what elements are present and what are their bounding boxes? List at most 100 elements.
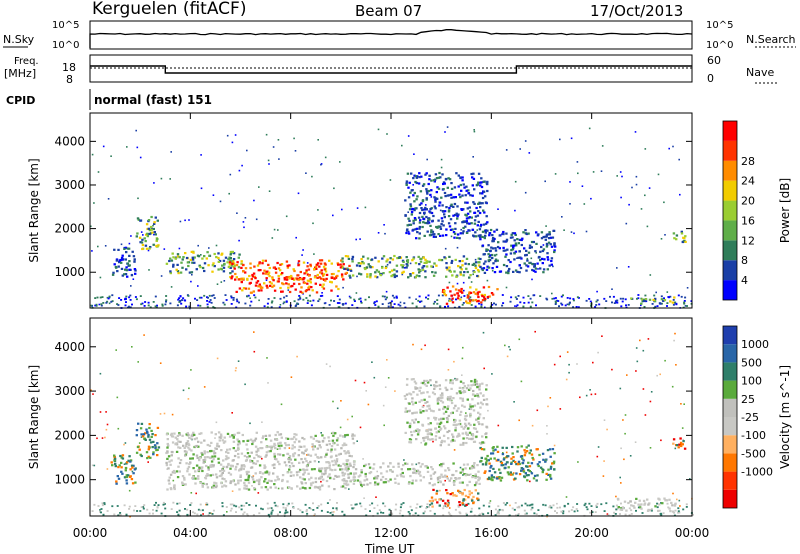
echo-pixel [473,378,477,381]
echo-pixel [492,262,495,265]
ground-scatter-pixel [353,507,356,509]
echo-pixel [412,471,415,474]
echo-pixel [197,255,201,258]
echo-pixel [527,469,530,472]
echo-pixel [491,234,494,237]
echo-pixel [146,431,149,434]
echo-pixel [169,272,172,275]
echo-pixel [218,436,221,439]
echo-pixel [301,291,304,294]
scatter-pixel [268,163,270,165]
echo-pixel [530,246,533,249]
echo-pixel [461,221,464,224]
scatter-pixel [387,377,390,379]
ground-scatter-pixel [326,511,329,513]
echo-pixel [670,501,673,504]
echo-pixel [416,393,419,396]
echo-pixel [222,270,226,273]
echo-pixel [477,417,480,420]
echo-pixel [216,442,219,445]
echo-pixel [206,251,209,254]
scatter-pixel [137,197,139,200]
echo-pixel [344,467,348,470]
echo-pixel [317,262,320,265]
echo-pixel [479,192,482,195]
echo-pixel [425,379,429,382]
echo-pixel [293,452,297,455]
ground-scatter-pixel [188,514,191,517]
echo-pixel [285,437,288,440]
ground-scatter-pixel [680,295,683,298]
echo-pixel [192,453,195,456]
echo-pixel [385,470,389,473]
echo-pixel [442,434,446,437]
echo-pixel [459,391,462,395]
scatter-pixel [553,363,556,366]
scatter-pixel [253,199,255,202]
echo-pixel [318,488,322,491]
ground-scatter-pixel [660,502,662,504]
echo-pixel [389,478,392,481]
echo-pixel [438,428,442,432]
echo-pixel [321,434,324,437]
ground-scatter-pixel [186,513,189,516]
echo-pixel [289,285,293,288]
echo-pixel [468,490,471,493]
echo-pixel [352,482,356,485]
echo-pixel [549,243,552,246]
echo-pixel [310,484,313,487]
ground-scatter-pixel [270,306,273,309]
echo-pixel [658,503,661,506]
echo-pixel [534,250,537,253]
plot-background [90,113,692,308]
echo-pixel [249,291,253,294]
ground-scatter-pixel [276,505,279,508]
echo-pixel [505,253,508,256]
scatter-pixel [287,289,290,291]
echo-pixel [148,229,152,232]
echo-pixel [228,263,232,266]
echo-pixel [226,448,229,451]
echo-pixel [639,506,642,509]
scatter-pixel [660,439,662,442]
echo-pixel [472,262,476,265]
echo-pixel [457,434,460,438]
echo-pixel [419,219,422,222]
echo-pixel [462,463,466,466]
echo-pixel [432,410,435,413]
ground-scatter-pixel [624,298,627,301]
echo-pixel [316,486,319,489]
echo-pixel [534,267,538,270]
echo-pixel [416,428,419,431]
echo-pixel [415,176,419,179]
scatter-pixel [497,208,499,210]
echo-pixel [312,448,315,451]
echo-pixel [480,185,484,189]
scatter-pixel [187,398,190,400]
scatter-pixel [579,396,581,399]
freq-tick-top: 18 [62,61,76,74]
echo-pixel [359,262,363,265]
echo-pixel [303,468,306,472]
echo-pixel [323,262,327,265]
echo-pixel [133,268,137,271]
echo-pixel [217,445,221,448]
echo-pixel [430,179,433,182]
echo-pixel [351,255,355,258]
echo-pixel [352,460,356,463]
echo-pixel [464,467,467,470]
scatter-pixel [514,305,516,307]
echo-pixel [488,232,492,235]
echo-pixel [459,380,463,383]
scatter-pixel [514,209,516,212]
echo-pixel [222,459,225,462]
echo-pixel [475,435,478,438]
echo-pixel [446,504,450,507]
echo-pixel [325,443,329,446]
echo-pixel [439,225,442,228]
echo-pixel [203,255,206,258]
ground-scatter-pixel [586,508,589,511]
scatter-pixel [241,164,243,167]
echo-pixel [285,464,288,467]
echo-pixel [266,270,269,273]
